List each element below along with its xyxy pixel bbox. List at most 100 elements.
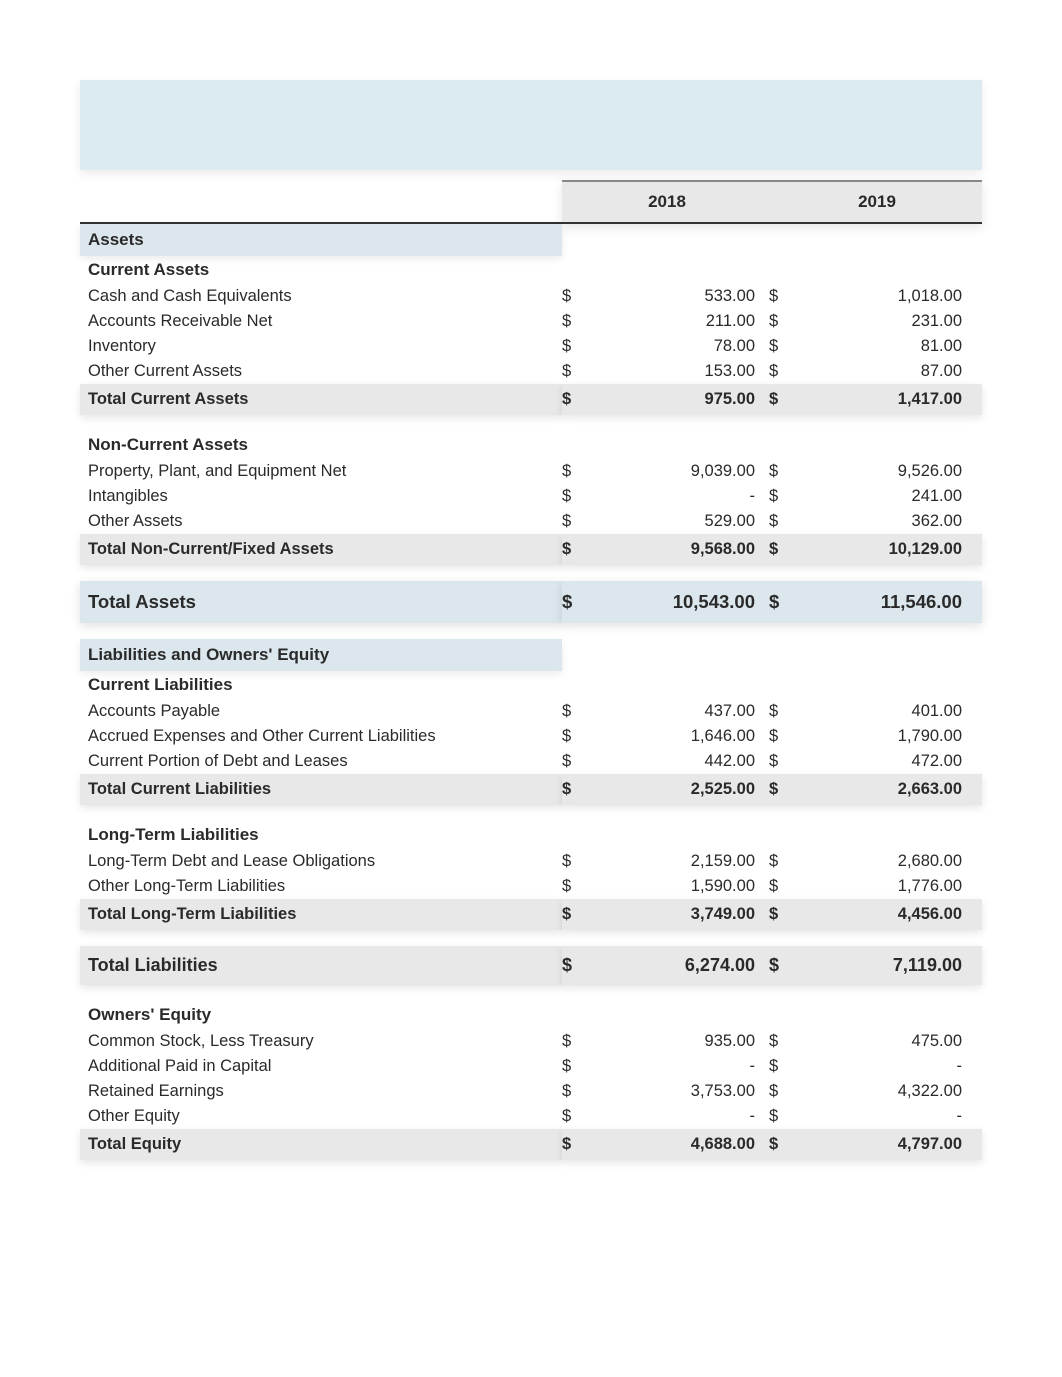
cpdebt-2018: 442.00 — [588, 752, 769, 771]
label-tca: Total Current Assets — [80, 384, 562, 415]
label-ar: Accounts Receivable Net — [80, 309, 562, 334]
tnca-2019: 10,129.00 — [795, 540, 976, 559]
label-other-assets: Other Assets — [80, 509, 562, 534]
label-oca: Other Current Assets — [80, 359, 562, 384]
label-apic: Additional Paid in Capital — [80, 1054, 562, 1079]
ap-2018: 437.00 — [588, 702, 769, 721]
assets-title: Assets — [80, 224, 562, 256]
ltdebt-2019: 2,680.00 — [795, 852, 976, 871]
current-liab-title: Current Liabilities — [80, 671, 562, 699]
accrued-2018: 1,646.00 — [588, 727, 769, 746]
currency-symbol: $ — [562, 287, 588, 306]
row-total-current-liab: Total Current Liabilities $ 2,525.00 $ 2… — [80, 774, 982, 805]
liab-eq-header: Liabilities and Owners' Equity — [80, 639, 982, 671]
year-header-row: 2018 2019 — [80, 180, 982, 224]
cash-2018: 533.00 — [588, 287, 769, 306]
label-common: Common Stock, Less Treasury — [80, 1029, 562, 1054]
label-ap: Accounts Payable — [80, 699, 562, 724]
label-ltdebt: Long-Term Debt and Lease Obligations — [80, 849, 562, 874]
label-cpdebt: Current Portion of Debt and Leases — [80, 749, 562, 774]
row-total-noncurrent-assets: Total Non-Current/Fixed Assets $ 9,568.0… — [80, 534, 982, 565]
intang-2019: 241.00 — [795, 487, 976, 506]
year-2019: 2019 — [772, 182, 982, 224]
label-tltl: Total Long-Term Liabilities — [80, 899, 562, 930]
ltdebt-2018: 2,159.00 — [588, 852, 769, 871]
common-2018: 935.00 — [588, 1032, 769, 1051]
equity-title: Owners' Equity — [80, 1001, 562, 1029]
ar-2019: 231.00 — [795, 312, 976, 331]
oa-2018: 529.00 — [588, 512, 769, 531]
row-ar: Accounts Receivable Net $ 211.00 $ 231.0… — [80, 309, 982, 334]
apic-2018: - — [588, 1057, 769, 1076]
currency-symbol: $ — [769, 287, 795, 306]
row-ltdebt: Long-Term Debt and Lease Obligations $ 2… — [80, 849, 982, 874]
liab-eq-title: Liabilities and Owners' Equity — [80, 639, 562, 671]
row-total-longterm-liab: Total Long-Term Liabilities $ 3,749.00 $… — [80, 899, 982, 930]
othereq-2018: - — [588, 1107, 769, 1126]
common-2019: 475.00 — [795, 1032, 976, 1051]
current-liab-header: Current Liabilities — [80, 671, 982, 699]
row-common-stock: Common Stock, Less Treasury $ 935.00 $ 4… — [80, 1029, 982, 1054]
tl-2019: 7,119.00 — [795, 955, 976, 976]
row-cash: Cash and Cash Equivalents $ 533.00 $ 1,0… — [80, 284, 982, 309]
row-ppe: Property, Plant, and Equipment Net $ 9,0… — [80, 459, 982, 484]
row-cpdebt: Current Portion of Debt and Leases $ 442… — [80, 749, 982, 774]
oca-2018: 153.00 — [588, 362, 769, 381]
tcl-2018: 2,525.00 — [588, 780, 769, 799]
longterm-liab-header: Long-Term Liabilities — [80, 821, 982, 849]
oa-2019: 362.00 — [795, 512, 976, 531]
retearn-2018: 3,753.00 — [588, 1082, 769, 1101]
inv-2018: 78.00 — [588, 337, 769, 356]
row-otherlt: Other Long-Term Liabilities $ 1,590.00 $… — [80, 874, 982, 899]
label-ppe: Property, Plant, and Equipment Net — [80, 459, 562, 484]
label-retearn: Retained Earnings — [80, 1079, 562, 1104]
current-assets-header: Current Assets — [80, 256, 982, 284]
ta-2019: 11,546.00 — [795, 591, 976, 613]
tca-2019: 1,417.00 — [795, 390, 976, 409]
label-total-equity: Total Equity — [80, 1129, 562, 1160]
te-2019: 4,797.00 — [795, 1135, 976, 1154]
row-other-current-assets: Other Current Assets $ 153.00 $ 87.00 — [80, 359, 982, 384]
row-other-equity: Other Equity $ - $ - — [80, 1104, 982, 1129]
row-total-assets: Total Assets $ 10,543.00 $ 11,546.00 — [80, 581, 982, 623]
noncurrent-assets-header: Non-Current Assets — [80, 431, 982, 459]
oca-2019: 87.00 — [795, 362, 976, 381]
row-total-liabilities: Total Liabilities $ 6,274.00 $ 7,119.00 — [80, 946, 982, 985]
row-retained-earnings: Retained Earnings $ 3,753.00 $ 4,322.00 — [80, 1079, 982, 1104]
row-total-equity: Total Equity $ 4,688.00 $ 4,797.00 — [80, 1129, 982, 1160]
longterm-liab-title: Long-Term Liabilities — [80, 821, 562, 849]
label-othereq: Other Equity — [80, 1104, 562, 1129]
cash-2019: 1,018.00 — [795, 287, 976, 306]
label-accrued: Accrued Expenses and Other Current Liabi… — [80, 724, 562, 749]
label-inventory: Inventory — [80, 334, 562, 359]
label-otherlt: Other Long-Term Liabilities — [80, 874, 562, 899]
tltl-2019: 4,456.00 — [795, 905, 976, 924]
row-total-current-assets: Total Current Assets $ 975.00 $ 1,417.00 — [80, 384, 982, 415]
tnca-2018: 9,568.00 — [588, 540, 769, 559]
year-2018: 2018 — [562, 182, 772, 224]
cpdebt-2019: 472.00 — [795, 752, 976, 771]
ta-2018: 10,543.00 — [588, 591, 769, 613]
tl-2018: 6,274.00 — [588, 955, 769, 976]
row-apic: Additional Paid in Capital $ - $ - — [80, 1054, 982, 1079]
nca-title: Non-Current Assets — [80, 431, 562, 459]
othereq-2019: - — [795, 1107, 976, 1126]
accrued-2019: 1,790.00 — [795, 727, 976, 746]
otherlt-2018: 1,590.00 — [588, 877, 769, 896]
label-total-assets: Total Assets — [80, 581, 562, 623]
label-intangibles: Intangibles — [80, 484, 562, 509]
label-cash: Cash and Cash Equivalents — [80, 284, 562, 309]
retearn-2019: 4,322.00 — [795, 1082, 976, 1101]
row-intangibles: Intangibles $ - $ 241.00 — [80, 484, 982, 509]
tltl-2018: 3,749.00 — [588, 905, 769, 924]
row-other-assets: Other Assets $ 529.00 $ 362.00 — [80, 509, 982, 534]
row-ap: Accounts Payable $ 437.00 $ 401.00 — [80, 699, 982, 724]
row-inventory: Inventory $ 78.00 $ 81.00 — [80, 334, 982, 359]
label-total-liab: Total Liabilities — [80, 946, 562, 985]
otherlt-2019: 1,776.00 — [795, 877, 976, 896]
ar-2018: 211.00 — [588, 312, 769, 331]
header-band — [80, 80, 982, 170]
inv-2019: 81.00 — [795, 337, 976, 356]
ap-2019: 401.00 — [795, 702, 976, 721]
tca-2018: 975.00 — [588, 390, 769, 409]
